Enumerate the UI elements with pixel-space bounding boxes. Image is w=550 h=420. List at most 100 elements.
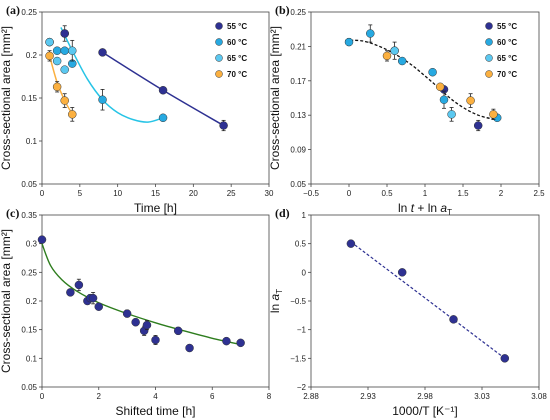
x-tick-label: 15 (151, 189, 160, 198)
y-tick-label: 0.05 (290, 180, 306, 189)
y-tick-label: 0.35 (21, 211, 37, 220)
data-point (428, 67, 437, 77)
x-tick-label: 20 (189, 189, 198, 198)
data-point (173, 326, 183, 336)
x-axis-label: Shifted time [h] (115, 404, 195, 418)
x-axis-label: 1000/T [K⁻¹] (392, 404, 457, 418)
legend-label: 55 °C (227, 22, 247, 31)
data-point (60, 29, 69, 38)
data-point (435, 82, 445, 92)
data-point (489, 110, 498, 119)
x-tick-label: 1 (423, 189, 428, 198)
x-tick-label: 2 (499, 189, 504, 198)
x-tick-label: 2 (97, 392, 102, 401)
legend-label: 70 °C (497, 70, 517, 79)
y-tick-label: 0.25 (290, 8, 306, 17)
y-tick-label: 0.15 (21, 94, 37, 103)
y-tick-label: 1 (302, 211, 307, 220)
x-axis-label: ln t + ln aT (398, 201, 452, 217)
data-point (397, 268, 407, 277)
x-tick-label: 10 (113, 189, 122, 198)
y-tick-label: 0.3 (26, 240, 38, 249)
legend-marker (215, 54, 223, 62)
data-point (68, 110, 77, 119)
data-point (236, 338, 245, 348)
legend-marker (215, 22, 223, 30)
chart-panel: −0.5 0 0.5 1 1.5 2 2.5 0.05 0.09 0.13 0.17 0.21 0.25… (268, 3, 545, 217)
x-tick-label: 6 (210, 392, 215, 401)
legend-marker (485, 38, 493, 46)
y-tick-label: 0.15 (21, 326, 37, 335)
data-point (219, 121, 228, 130)
data-point (94, 302, 103, 311)
panel-label: (b) (275, 3, 290, 17)
panel-label: (a) (6, 3, 20, 17)
y-tick-label: −0.5 (290, 297, 306, 306)
y-tick-label: 0.05 (21, 180, 37, 189)
y-tick-label: −1.5 (290, 354, 306, 363)
data-point (88, 293, 98, 303)
y-axis-label: Cross-sectional area [mm²] (0, 26, 13, 170)
y-tick-label: 0.2 (26, 51, 38, 60)
legend-label: 60 °C (227, 38, 247, 47)
y-tick-label: 0.2 (26, 297, 38, 306)
legend-label: 65 °C (227, 54, 247, 63)
x-axis-label: Time [h] (134, 201, 177, 215)
data-point (344, 37, 354, 47)
data-point (52, 82, 62, 92)
data-point (151, 335, 160, 345)
x-tick-label: 2.5 (533, 189, 545, 198)
legend-label: 65 °C (497, 54, 517, 63)
data-point (158, 113, 168, 123)
data-point (131, 317, 140, 327)
y-tick-label: 0.05 (21, 383, 37, 392)
x-tick-label: 0 (40, 392, 45, 401)
data-point (158, 86, 168, 95)
data-point (60, 65, 69, 74)
fit-line (350, 241, 506, 359)
data-point (466, 96, 475, 105)
x-tick-label: 3.03 (474, 392, 490, 401)
fit-line (60, 27, 164, 123)
y-axis-label: ln aT (268, 289, 284, 313)
data-point (98, 48, 107, 57)
legend-marker (215, 70, 223, 78)
data-point (60, 46, 69, 55)
panel-label: (c) (6, 206, 19, 220)
data-point (142, 320, 152, 330)
x-tick-label: 2.93 (360, 392, 376, 401)
y-axis-label: Cross-sectional area [mm²] (0, 229, 13, 373)
data-point (447, 110, 456, 119)
x-tick-label: 2.88 (303, 392, 319, 401)
x-tick-label: 5 (78, 189, 83, 198)
data-point (185, 343, 194, 353)
data-point (473, 121, 483, 130)
fit-line (41, 243, 244, 346)
legend-label: 70 °C (227, 70, 247, 79)
y-tick-label: 0.21 (290, 42, 306, 51)
y-tick-label: 0.13 (290, 111, 306, 120)
y-axis-label: Cross-sectional area [mm²] (268, 26, 282, 170)
data-point (366, 29, 375, 38)
data-point (45, 37, 54, 47)
x-tick-label: 0.5 (381, 189, 393, 198)
data-point (122, 309, 132, 318)
chart-panel: 0 2 4 6 8 0.05 0.1 0.15 0.2 0.25 0.3 0.35 Shifted ti… (0, 206, 272, 418)
data-point (449, 315, 458, 324)
legend-marker (485, 54, 493, 62)
x-tick-label: 4 (153, 392, 158, 401)
data-point (439, 95, 449, 104)
x-tick-label: 8 (267, 392, 272, 401)
y-tick-label: 0.1 (26, 354, 38, 363)
x-tick-label: 0 (40, 189, 45, 198)
legend-marker (485, 70, 493, 78)
y-tick-label: 0.5 (295, 240, 307, 249)
data-point (45, 51, 54, 61)
data-point (500, 354, 510, 363)
legend-marker (485, 22, 493, 30)
y-tick-label: −2 (297, 383, 307, 392)
data-point (37, 235, 47, 244)
y-tick-label: 0.09 (290, 146, 306, 155)
panel-label: (d) (275, 206, 290, 220)
